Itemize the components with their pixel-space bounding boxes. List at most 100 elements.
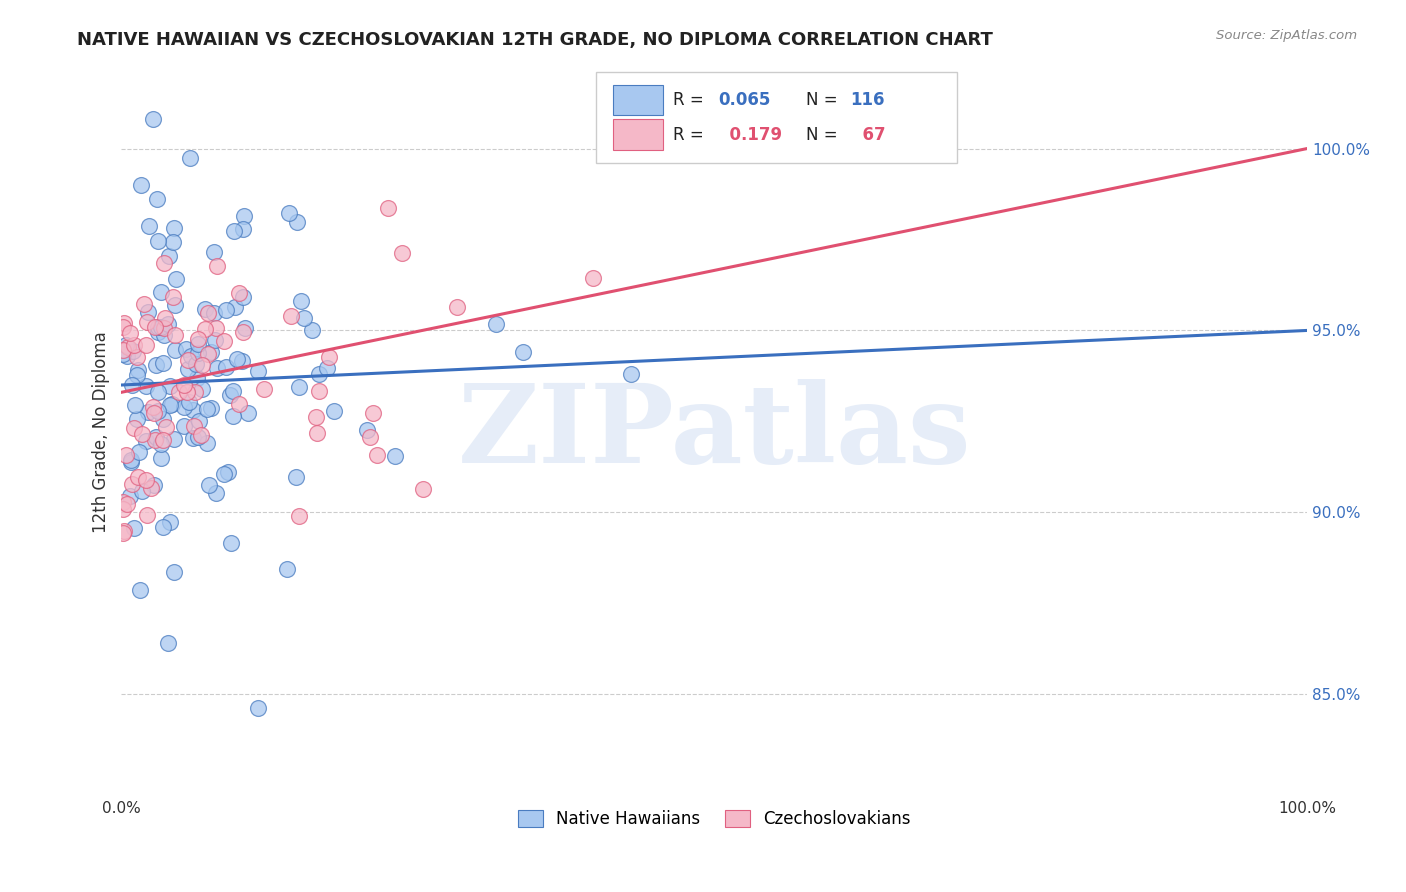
Point [308, 367, 330, 381]
Point [366, 448, 388, 462]
Point [356, 423, 378, 437]
Point [253, 382, 276, 396]
FancyBboxPatch shape [613, 120, 664, 150]
Point [190, 428, 212, 442]
Point [159, 379, 181, 393]
Point [152, 412, 174, 426]
Point [377, 201, 399, 215]
Point [143, 406, 166, 420]
Point [143, 320, 166, 334]
Point [215, 359, 238, 374]
Point [288, 509, 311, 524]
Point [195, 401, 218, 416]
Point [112, 524, 135, 538]
Text: R =: R = [672, 126, 709, 144]
Point [187, 430, 209, 444]
Text: N =: N = [806, 91, 842, 109]
Point [184, 385, 207, 400]
Point [128, 445, 150, 459]
Point [156, 317, 179, 331]
Point [183, 402, 205, 417]
Point [285, 469, 308, 483]
Point [145, 430, 167, 444]
Point [318, 350, 340, 364]
Point [238, 406, 260, 420]
Point [176, 361, 198, 376]
Point [148, 326, 170, 340]
Point [112, 316, 135, 330]
Point [165, 272, 187, 286]
Point [163, 432, 186, 446]
Point [127, 470, 149, 484]
Point [153, 256, 176, 270]
Point [191, 358, 214, 372]
Point [233, 321, 256, 335]
Point [222, 409, 245, 424]
Point [288, 379, 311, 393]
Point [148, 385, 170, 400]
Point [135, 434, 157, 449]
Text: ZIPatlas: ZIPatlas [457, 379, 972, 486]
Point [146, 319, 169, 334]
Point [200, 401, 222, 416]
Point [149, 285, 172, 299]
Point [142, 400, 165, 414]
Text: N =: N = [806, 126, 842, 144]
Point [197, 347, 219, 361]
Point [153, 320, 176, 334]
Point [359, 430, 381, 444]
Point [301, 323, 323, 337]
Point [152, 356, 174, 370]
Point [131, 427, 153, 442]
Point [163, 220, 186, 235]
Point [200, 345, 222, 359]
Point [384, 450, 406, 464]
Point [232, 209, 254, 223]
Point [173, 418, 195, 433]
Point [167, 384, 190, 399]
Point [115, 497, 138, 511]
Point [157, 636, 180, 650]
Point [194, 322, 217, 336]
Point [308, 384, 330, 399]
Point [195, 436, 218, 450]
Point [127, 368, 149, 382]
Point [111, 346, 134, 360]
Point [143, 433, 166, 447]
Point [205, 321, 228, 335]
Point [276, 561, 298, 575]
Point [228, 397, 250, 411]
Point [186, 371, 208, 385]
Point [150, 319, 173, 334]
Point [142, 112, 165, 126]
Point [285, 215, 308, 229]
Point [118, 489, 141, 503]
Text: 0.179: 0.179 [718, 126, 782, 144]
Point [122, 343, 145, 358]
Text: 67: 67 [851, 126, 886, 144]
Point [159, 398, 181, 412]
Point [124, 421, 146, 435]
Point [146, 193, 169, 207]
Point [162, 235, 184, 250]
Point [146, 234, 169, 248]
Point [162, 566, 184, 580]
Point [198, 478, 221, 492]
Point [146, 404, 169, 418]
FancyBboxPatch shape [596, 72, 957, 163]
Point [292, 310, 315, 325]
Point [280, 309, 302, 323]
Point [120, 455, 142, 469]
Point [224, 300, 246, 314]
Point [187, 336, 209, 351]
Point [121, 378, 143, 392]
Point [153, 310, 176, 325]
Point [315, 361, 337, 376]
Point [222, 384, 245, 399]
Point [180, 349, 202, 363]
Point [173, 378, 195, 392]
Point [512, 345, 534, 359]
Point [307, 426, 329, 441]
Point [214, 303, 236, 318]
Point [162, 397, 184, 411]
